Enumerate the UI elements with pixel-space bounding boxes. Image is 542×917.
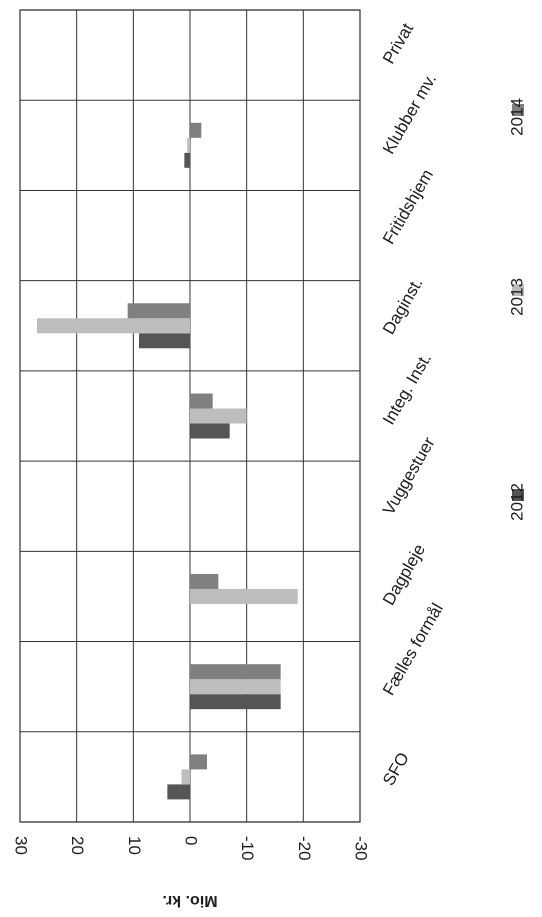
bar-2013-1	[181, 769, 190, 785]
gridlines	[19, 10, 361, 822]
legend: 2012 2013 2014	[507, 98, 526, 521]
bar-2012-2	[190, 694, 281, 710]
bar-2012-6	[139, 333, 190, 349]
category-label: Fælles formål	[379, 600, 447, 699]
bar-2014-3	[190, 573, 219, 589]
tick-label: 20	[68, 836, 87, 855]
category-label: Privat	[379, 20, 417, 67]
tick-labels: 30 20 10 0 -10 -20 -30	[12, 836, 371, 861]
bar-2013-6	[37, 318, 190, 334]
bar-2013-8	[187, 137, 190, 153]
legend-swatch-2013	[512, 284, 524, 296]
bars	[37, 122, 298, 800]
bar-2014-2	[190, 664, 281, 680]
category-label: Fritidshjem	[379, 166, 437, 247]
bar-2012-5	[190, 423, 230, 439]
category-label: Daginst.	[379, 274, 427, 338]
bar-2014-5	[190, 393, 213, 409]
tick-label: 30	[12, 836, 31, 855]
category-label: Vuggestuer	[379, 434, 439, 519]
tick-label: -30	[352, 836, 371, 861]
bar-2014-6	[127, 303, 190, 319]
bar-2012-8	[184, 152, 190, 168]
legend-label-2013: 2013	[507, 278, 526, 316]
category-label: SFO	[379, 749, 413, 789]
axis-title: Mio. kr.	[162, 892, 217, 909]
tick-label: 0	[182, 836, 201, 845]
category-label: Integ. Inst.	[379, 350, 435, 428]
bar-2013-5	[190, 408, 247, 424]
legend-swatch-2014	[512, 104, 524, 116]
category-label: Dagpleje	[379, 541, 429, 609]
axis-title-wrap: Mio. kr.	[162, 892, 217, 909]
legend-swatch-2012	[512, 489, 524, 501]
bar-2013-3	[190, 588, 298, 604]
bar-2012-1	[167, 784, 190, 800]
tick-label: 10	[125, 836, 144, 855]
tick-label: -10	[238, 836, 257, 861]
category-label: Klubber mv.	[379, 70, 440, 157]
bar-2014-1	[190, 754, 207, 770]
tick-label: -20	[295, 836, 314, 861]
legend-label-2014: 2014	[507, 98, 526, 136]
bar-2014-8	[190, 122, 202, 138]
bar-2013-2	[190, 679, 281, 695]
legend-label-2012: 2012	[507, 483, 526, 521]
